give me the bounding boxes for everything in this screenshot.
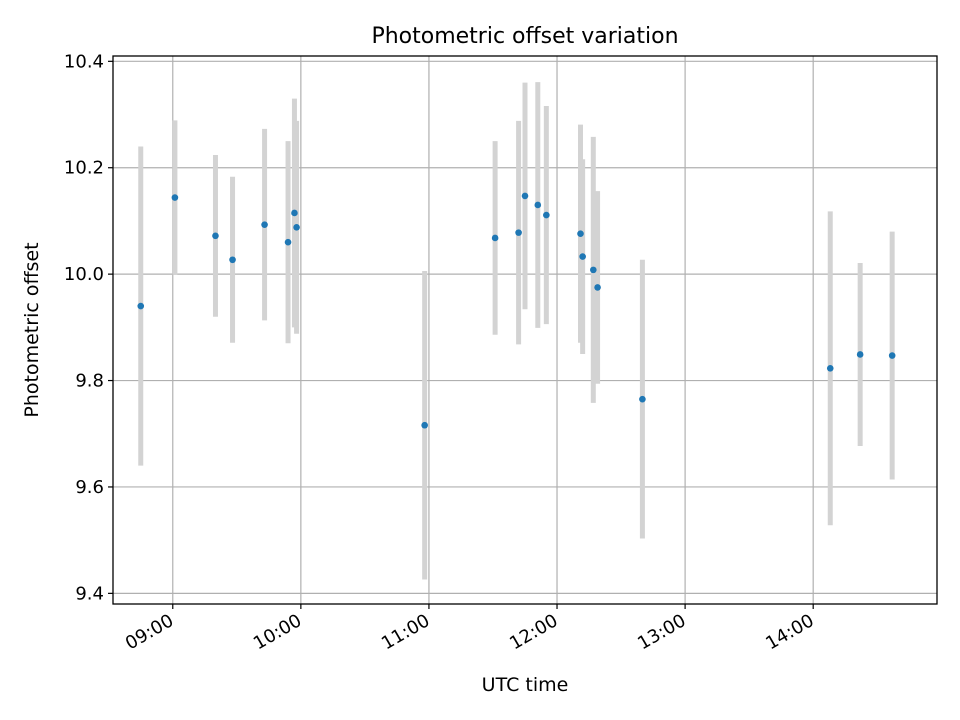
y-tick-label: 10.2 bbox=[64, 158, 104, 179]
y-axis-ticks: 9.4 9.6 9.8 10.0 10.2 10.4 bbox=[64, 51, 113, 604]
data-point bbox=[856, 351, 864, 358]
data-point bbox=[421, 421, 428, 429]
data-point bbox=[491, 234, 499, 242]
data-point bbox=[137, 302, 145, 310]
data-point bbox=[261, 221, 268, 228]
data-point bbox=[171, 194, 179, 201]
data-point bbox=[284, 238, 292, 246]
data-point bbox=[515, 229, 522, 236]
y-tick-label: 9.6 bbox=[75, 477, 104, 498]
y-axis-label: Photometric offset bbox=[21, 242, 43, 417]
data-point bbox=[291, 209, 298, 217]
data-points bbox=[137, 192, 896, 429]
x-axis-label: UTC time bbox=[482, 674, 569, 696]
data-point bbox=[826, 365, 834, 372]
x-tick-label: 10:00 bbox=[250, 610, 305, 654]
x-axis-ticks: 09:00 10:00 11:00 12:00 13:00 14:00 bbox=[122, 604, 818, 654]
chart-title: Photometric offset variation bbox=[371, 24, 678, 49]
error-bars bbox=[138, 82, 895, 580]
data-point bbox=[639, 395, 646, 403]
data-point bbox=[534, 201, 542, 209]
y-tick-label: 9.8 bbox=[75, 371, 104, 392]
plot-frame bbox=[112, 55, 938, 605]
data-point bbox=[212, 232, 219, 240]
y-tick-label: 10.4 bbox=[64, 51, 104, 72]
x-tick-label: 11:00 bbox=[378, 610, 433, 654]
x-tick-label: 14:00 bbox=[762, 610, 817, 654]
data-point bbox=[594, 284, 601, 291]
data-point bbox=[293, 224, 300, 231]
data-point bbox=[543, 211, 550, 219]
x-tick-label: 12:00 bbox=[506, 610, 561, 654]
data-point bbox=[229, 256, 236, 264]
data-point bbox=[577, 230, 584, 238]
data-point bbox=[590, 266, 597, 274]
x-tick-label: 13:00 bbox=[634, 610, 689, 654]
data-point bbox=[579, 253, 586, 260]
y-tick-label: 9.4 bbox=[75, 583, 104, 604]
x-tick-label: 09:00 bbox=[122, 610, 177, 654]
grid-lines bbox=[113, 56, 937, 604]
data-point bbox=[888, 352, 896, 359]
data-point bbox=[521, 192, 529, 200]
y-tick-label: 10.0 bbox=[64, 264, 104, 285]
